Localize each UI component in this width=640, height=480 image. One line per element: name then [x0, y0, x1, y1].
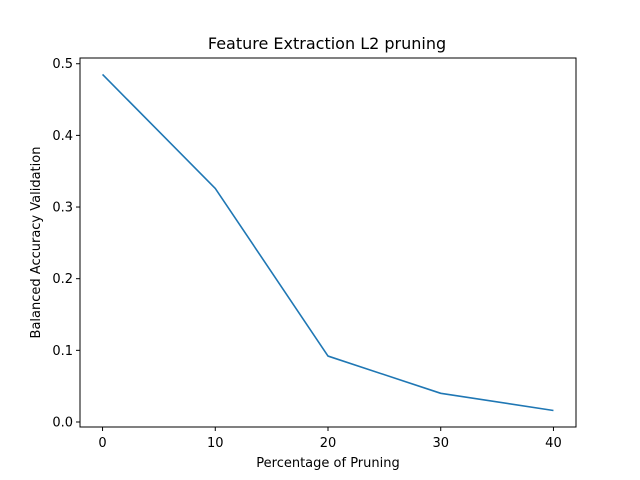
y-tick-label: 0.3 [52, 201, 73, 216]
y-tick-label: 0.2 [52, 272, 73, 287]
y-tick-label: 0.1 [52, 344, 73, 359]
series-layer [101, 73, 554, 412]
x-tick-label: 30 [432, 436, 449, 451]
y-axis-label: Balanced Accuracy Validation [29, 147, 44, 339]
x-tick-label: 10 [207, 436, 224, 451]
y-tick-label: 0.5 [52, 57, 73, 72]
x-tick-label: 20 [320, 436, 337, 451]
plot-frame [79, 57, 577, 428]
y-tick-label: 0.4 [52, 129, 73, 144]
y-tick-label: 0.0 [52, 415, 73, 430]
ticks-layer: 0 10 20 30 40 0.0 0.1 0.2 0.3 0.4 0.5 [52, 57, 561, 451]
x-axis-label: Percentage of Pruning [256, 456, 399, 471]
x-tick-label: 40 [545, 436, 562, 451]
series-line-0 [101, 73, 554, 412]
x-tick-label: 0 [98, 436, 106, 451]
chart-title: Feature Extraction L2 pruning [208, 34, 446, 53]
